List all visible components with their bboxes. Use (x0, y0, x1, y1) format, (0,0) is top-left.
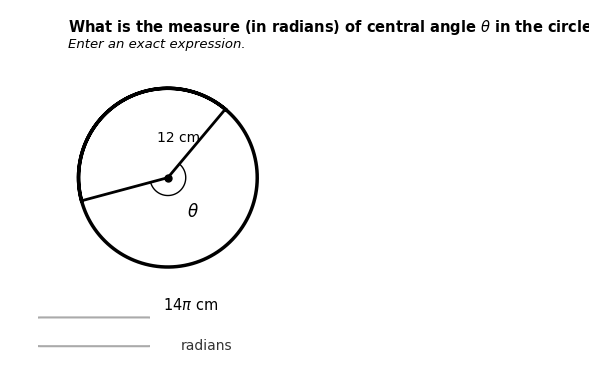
Text: radians: radians (181, 339, 233, 353)
Text: What is the measure (in radians) of central angle $\mathit{\theta}$ in the circl: What is the measure (in radians) of cent… (68, 18, 589, 37)
FancyBboxPatch shape (35, 317, 154, 346)
Text: 12 cm: 12 cm (157, 131, 200, 145)
Text: $\theta$: $\theta$ (187, 203, 199, 221)
Text: Enter an exact expression.: Enter an exact expression. (68, 38, 246, 51)
Text: $14\pi$ cm: $14\pi$ cm (163, 297, 218, 312)
